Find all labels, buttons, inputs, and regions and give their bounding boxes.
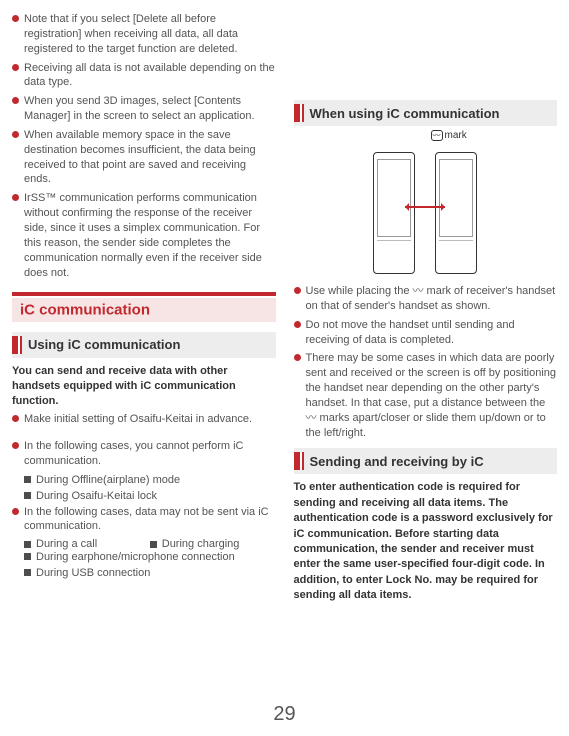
sub-text: During a call (36, 538, 97, 550)
sub-item: During charging (150, 538, 276, 550)
note-item: Receiving all data is not available depe… (12, 61, 276, 91)
subsection-heading-text: Using iC communication (28, 337, 180, 352)
subsection-heading: Using iC communication (12, 332, 276, 358)
subsection-heading-text: When using iC communication (310, 106, 500, 121)
note-item: When you send 3D images, select [Content… (12, 94, 276, 124)
bullet-item: In the following cases, data may not be … (12, 505, 276, 535)
paragraph-text: To enter authentication code is required… (294, 480, 558, 603)
note-text: Receiving all data is not available depe… (24, 61, 276, 91)
note-text: Note that if you select [Delete all befo… (24, 12, 276, 57)
bullet-item: In the following cases, you cannot perfo… (12, 439, 276, 469)
sub-item: During a call (24, 538, 150, 550)
sub-text: During Offline(airplane) mode (36, 473, 180, 488)
bullet-text: In the following cases, data may not be … (24, 505, 276, 535)
subsection-heading: Sending and receiving by iC (294, 448, 558, 474)
section-heading-text: iC communication (20, 302, 150, 319)
bullet-item: There may be some cases in which data ar… (294, 351, 558, 440)
sub-item: During earphone/microphone connection (24, 550, 276, 565)
note-text: When you send 3D images, select [Content… (24, 94, 276, 124)
phone-diagram: 〰mark (294, 134, 558, 274)
phone-right (435, 152, 477, 274)
sub-text: During USB connection (36, 566, 150, 581)
section-heading: iC communication (12, 292, 276, 322)
bullet-text: There may be some cases in which data ar… (306, 351, 558, 440)
intro-text: You can send and receive data with other… (12, 364, 276, 409)
sub-item: During Osaifu-Keitai lock (24, 489, 276, 504)
sub-item: During Offline(airplane) mode (24, 473, 276, 488)
mark-label: 〰mark (431, 130, 467, 141)
bullet-item: Make initial setting of Osaifu-Keitai in… (12, 412, 276, 427)
bullet-item: Do not move the handset until sending an… (294, 318, 558, 348)
bullet-text: Use while placing the 〰 mark of receiver… (306, 284, 558, 314)
sub-text: During charging (162, 538, 240, 550)
sub-text: During Osaifu-Keitai lock (36, 489, 157, 504)
bullet-text: In the following cases, you cannot perfo… (24, 439, 276, 469)
sub-item: During USB connection (24, 566, 276, 581)
page-number: 29 (0, 703, 569, 726)
subsection-heading: When using iC communication (294, 100, 558, 126)
mark-label-text: mark (445, 130, 467, 141)
note-item: Note that if you select [Delete all befo… (12, 12, 276, 57)
note-item: IrSS™ communication performs communicati… (12, 191, 276, 280)
bullet-item: Use while placing the 〰 mark of receiver… (294, 284, 558, 314)
note-item: When available memory space in the save … (12, 128, 276, 187)
bullet-text: Do not move the handset until sending an… (306, 318, 558, 348)
sub-text: During earphone/microphone connection (36, 550, 235, 565)
bullet-text: Make initial setting of Osaifu-Keitai in… (24, 412, 252, 427)
note-text: IrSS™ communication performs communicati… (24, 191, 276, 280)
phone-left (373, 152, 415, 274)
arrow-icon (405, 206, 445, 208)
subsection-heading-text: Sending and receiving by iC (310, 454, 484, 469)
note-text: When available memory space in the save … (24, 128, 276, 187)
